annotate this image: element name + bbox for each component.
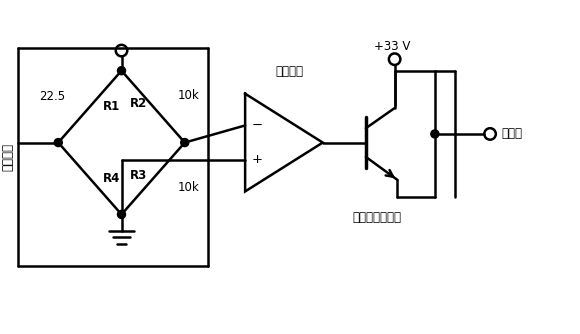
Text: 10k: 10k — [177, 89, 199, 102]
Text: +: + — [252, 153, 263, 166]
Circle shape — [118, 67, 125, 75]
Circle shape — [55, 139, 62, 147]
Text: −: − — [252, 119, 263, 132]
Text: R4: R4 — [103, 172, 120, 185]
Text: 22.5: 22.5 — [39, 90, 66, 103]
Text: 线性器: 线性器 — [501, 128, 522, 140]
Text: R1: R1 — [103, 100, 120, 113]
Circle shape — [181, 139, 188, 147]
Circle shape — [431, 130, 439, 138]
Text: R3: R3 — [130, 169, 147, 182]
Text: 10k: 10k — [177, 181, 199, 194]
Circle shape — [118, 210, 125, 218]
Text: 铂电阻丝: 铂电阻丝 — [1, 143, 14, 171]
Text: 功率放大晶体管: 功率放大晶体管 — [353, 211, 402, 224]
Text: 差动运放: 差动运放 — [276, 64, 304, 77]
Text: +33 V: +33 V — [374, 40, 410, 53]
Text: R2: R2 — [130, 97, 147, 110]
